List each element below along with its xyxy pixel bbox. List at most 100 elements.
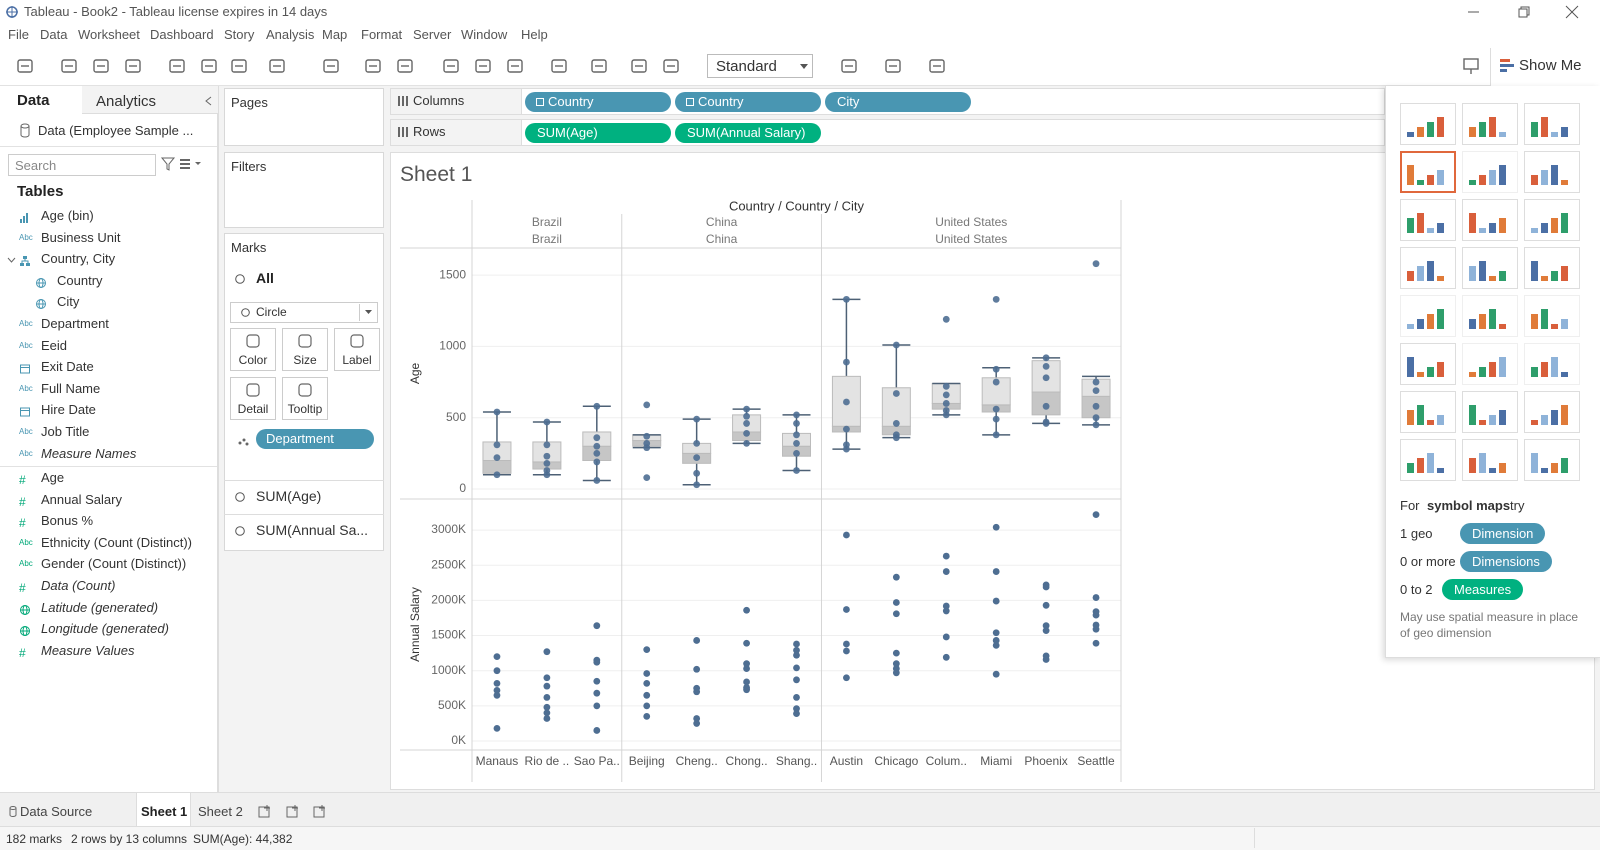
fit-dropdown[interactable]: Standard — [707, 54, 813, 78]
field-name[interactable]: Business Unit — [41, 229, 121, 245]
shelf-pill[interactable]: Country — [525, 92, 671, 112]
shelf-pill[interactable]: City — [825, 92, 971, 112]
view-icon[interactable] — [180, 159, 202, 169]
sheet-tab-active[interactable]: Sheet 1 — [141, 804, 188, 819]
y-tick-label: 1500K — [431, 628, 466, 642]
field-name[interactable]: Ethnicity (Count (Distinct)) — [41, 534, 192, 550]
field-icon — [20, 407, 30, 417]
field-name[interactable]: Country — [57, 272, 103, 288]
toolbar-button[interactable] — [590, 57, 608, 75]
salary-point — [543, 674, 551, 682]
menu-item[interactable]: Format — [361, 27, 403, 42]
salary-point — [1042, 622, 1050, 630]
new-sheet-button[interactable] — [313, 805, 327, 819]
toolbar-button[interactable] — [364, 57, 382, 75]
shelf-pill[interactable]: Country — [675, 92, 821, 112]
toolbar-button[interactable] — [550, 57, 568, 75]
radio[interactable] — [235, 274, 245, 284]
field-name[interactable]: Bonus % — [41, 513, 94, 529]
icon-part — [1531, 367, 1538, 377]
filter-icon[interactable] — [160, 157, 176, 171]
radio[interactable] — [235, 492, 245, 502]
marks-measure[interactable]: SUM(Annual Sa... — [256, 522, 369, 538]
marks-all[interactable]: All — [256, 270, 274, 286]
presentation-icon[interactable] — [1462, 57, 1480, 75]
mark-type-select[interactable] — [230, 302, 378, 323]
menu-item[interactable]: Server — [413, 27, 452, 42]
toolbar-button[interactable] — [124, 57, 142, 75]
requirement-label: 0 or more — [1400, 554, 1456, 569]
menu-item[interactable]: Worksheet — [78, 27, 140, 42]
field-name[interactable]: Measure Values — [41, 642, 135, 658]
toolbar-button[interactable] — [630, 57, 648, 75]
sheet-tab[interactable]: Data Source — [20, 804, 93, 819]
icon-part — [475, 59, 491, 73]
menu-item[interactable]: Help — [521, 27, 548, 42]
toolbar-button[interactable] — [506, 57, 524, 75]
toolbar-button[interactable] — [662, 57, 680, 75]
sheet-tab[interactable]: Sheet 2 — [198, 804, 243, 819]
collapse-arrow[interactable] — [205, 96, 212, 106]
menu-item[interactable]: Story — [224, 27, 255, 42]
field-name[interactable]: Department — [41, 316, 109, 331]
toolbar-button[interactable] — [60, 57, 78, 75]
field-name[interactable]: City — [57, 294, 80, 310]
menu-item[interactable]: Data — [40, 27, 68, 42]
toolbar-button[interactable] — [16, 57, 34, 75]
toolbar-button[interactable] — [840, 57, 858, 75]
field-name[interactable]: Age — [41, 470, 65, 485]
marks-measure[interactable]: SUM(Age) — [256, 488, 322, 504]
field-name[interactable]: Eeid — [41, 337, 68, 353]
field-name[interactable]: Exit Date — [41, 359, 94, 375]
new-sheet-button[interactable] — [286, 805, 300, 819]
pane-tab-active[interactable]: Data — [17, 92, 50, 109]
field-name[interactable]: Longitude (generated) — [41, 621, 169, 637]
field-name[interactable]: Data (Count) — [41, 578, 116, 593]
dimension-pill[interactable]: Department — [256, 429, 374, 449]
toolbar-button[interactable] — [268, 57, 286, 75]
toolbar-button[interactable] — [884, 57, 902, 75]
shelf-pill[interactable]: SUM(Annual Salary) — [675, 123, 821, 143]
datasource-name[interactable]: Data (Employee Sample ... — [38, 123, 194, 138]
field-name[interactable]: Country, City — [41, 251, 116, 267]
radio[interactable] — [235, 526, 245, 536]
salary-point — [892, 599, 900, 606]
icon-part — [1427, 122, 1434, 137]
chart-type-option[interactable] — [1462, 391, 1518, 433]
y-tick-label: 2500K — [431, 557, 466, 571]
search-box[interactable]: Search — [8, 154, 156, 176]
window-minimize[interactable] — [1468, 11, 1480, 13]
expand-arrow[interactable] — [7, 257, 16, 263]
menu-item[interactable]: Map — [322, 27, 348, 42]
field-name[interactable]: Hire Date — [41, 402, 96, 418]
menu-item[interactable]: Dashboard — [150, 27, 214, 42]
toolbar-button[interactable] — [396, 57, 414, 75]
toolbar-button[interactable] — [474, 57, 492, 75]
field-name[interactable]: Annual Salary — [41, 491, 122, 507]
toolbar-button[interactable] — [230, 57, 248, 75]
chart-type-option[interactable] — [1400, 295, 1456, 337]
menu-item[interactable]: Window — [461, 27, 508, 42]
window-restore[interactable] — [1518, 6, 1530, 18]
toolbar-button[interactable] — [442, 57, 460, 75]
card-title: Pages — [231, 95, 268, 110]
mark-button[interactable] — [282, 328, 328, 371]
pane-tab[interactable]: Analytics — [96, 93, 157, 110]
new-sheet-button[interactable] — [258, 805, 272, 819]
shelf-label-bg — [391, 120, 522, 145]
field-name[interactable]: Full Name — [41, 380, 101, 396]
shelf-pill[interactable]: SUM(Age) — [525, 123, 671, 143]
field-name[interactable]: Measure Names — [41, 445, 137, 461]
field-name[interactable]: Latitude (generated) — [41, 599, 159, 615]
field-name[interactable]: Gender (Count (Distinct)) — [41, 556, 187, 572]
menu-item[interactable]: File — [8, 27, 29, 42]
toolbar-button[interactable] — [322, 57, 340, 75]
toolbar-button[interactable] — [928, 57, 946, 75]
toolbar-button[interactable] — [92, 57, 110, 75]
toolbar-button[interactable] — [200, 57, 218, 75]
toolbar-button[interactable] — [168, 57, 186, 75]
field-name[interactable]: Age (bin) — [41, 208, 94, 223]
menu-item[interactable]: Analysis — [266, 27, 315, 42]
field-name[interactable]: Job Title — [41, 424, 90, 439]
window-close[interactable] — [1565, 5, 1579, 19]
